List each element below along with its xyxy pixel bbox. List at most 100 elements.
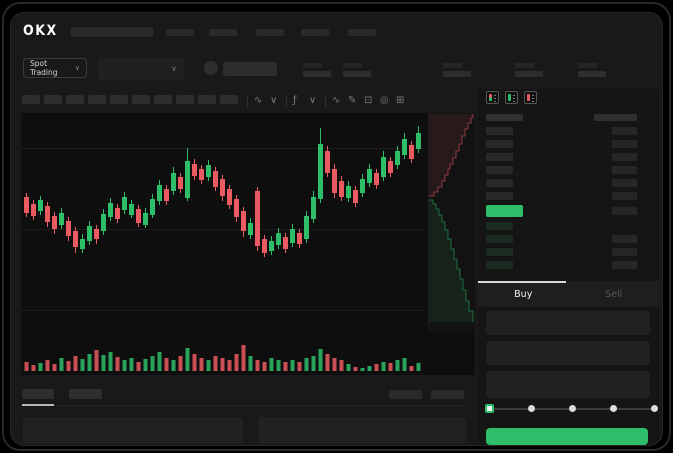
- okx-logo[interactable]: OKX: [23, 23, 58, 39]
- indicators-icon[interactable]: ƒ: [293, 95, 297, 106]
- candle-type-icon[interactable]: ∿: [254, 95, 263, 106]
- bottom-control-placeholder[interactable]: [389, 390, 422, 399]
- candle: [199, 165, 204, 184]
- buy-tab-label: Buy: [514, 288, 533, 300]
- depth-chart[interactable]: [428, 113, 475, 331]
- chart-toolbar: ∿ ∨ ƒ ∨ ∿ ✎ ⊡ ◎ ⊞: [11, 13, 662, 445]
- volume-bar: [416, 363, 421, 371]
- ask-price-bar: [486, 127, 513, 135]
- candle: [374, 169, 379, 189]
- bid-row[interactable]: [478, 248, 659, 257]
- orderbook-asks-icon[interactable]: [524, 91, 537, 104]
- interval-button[interactable]: [154, 95, 172, 104]
- volume-bar: [220, 358, 225, 371]
- nav-item[interactable]: [348, 29, 376, 36]
- ask-price-bar: [486, 192, 513, 200]
- pair-selector-dropdown[interactable]: ∨: [98, 58, 184, 80]
- order-form: [478, 89, 659, 445]
- candle: [269, 236, 274, 255]
- bottom-control-placeholder[interactable]: [431, 390, 464, 399]
- amount-field[interactable]: [486, 341, 650, 365]
- candle-body: [213, 171, 218, 187]
- orderbook-split-icon[interactable]: [486, 91, 499, 104]
- ask-row[interactable]: [478, 166, 659, 175]
- chevron-down-icon[interactable]: ∨: [270, 95, 278, 106]
- candle: [234, 195, 239, 222]
- nav-item[interactable]: [301, 29, 329, 36]
- ask-row[interactable]: [478, 127, 659, 136]
- slider-stop[interactable]: [528, 405, 535, 412]
- chevron-down-icon[interactable]: ∨: [309, 95, 317, 106]
- interval-button[interactable]: [198, 95, 216, 104]
- bottom-content-block[interactable]: [23, 417, 243, 444]
- bid-row[interactable]: [478, 261, 659, 270]
- volume-bar: [234, 354, 239, 371]
- market-type-selector[interactable]: Spot Trading ∨: [23, 58, 87, 78]
- sell-tab[interactable]: Sell: [569, 281, 660, 307]
- nav-item[interactable]: [209, 29, 237, 36]
- buy-tab[interactable]: Buy: [478, 281, 569, 307]
- search-bar-placeholder[interactable]: [71, 27, 153, 37]
- interval-button[interactable]: [66, 95, 84, 104]
- candle-body: [388, 161, 393, 173]
- candle: [346, 181, 351, 202]
- interval-button[interactable]: [176, 95, 194, 104]
- interval-button[interactable]: [88, 95, 106, 104]
- interval-button[interactable]: [220, 95, 238, 104]
- volume-bar: [255, 360, 260, 371]
- volume-bar: [150, 356, 155, 371]
- nav-item[interactable]: [166, 29, 194, 36]
- candle-body: [80, 239, 85, 249]
- slider-stop[interactable]: [610, 405, 617, 412]
- candlestick-chart[interactable]: [21, 113, 426, 331]
- line-tool-icon[interactable]: ∿: [332, 95, 341, 106]
- bid-row[interactable]: [478, 235, 659, 244]
- slider-stop[interactable]: [651, 405, 658, 412]
- price-field[interactable]: [486, 311, 650, 335]
- slider-handle[interactable]: [485, 404, 494, 413]
- settings-icon[interactable]: ◎: [380, 95, 389, 106]
- ask-amount-bar: [612, 179, 637, 187]
- ask-row[interactable]: [478, 192, 659, 201]
- total-field[interactable]: [486, 371, 650, 398]
- ask-row[interactable]: [478, 179, 659, 188]
- draw-tool-icon[interactable]: ✎: [348, 95, 357, 106]
- volume-bar: [164, 358, 169, 371]
- nav-item[interactable]: [256, 29, 284, 36]
- interval-button[interactable]: [132, 95, 150, 104]
- candle: [59, 208, 64, 229]
- candle-body: [178, 177, 183, 189]
- volume-bar: [262, 362, 267, 371]
- volume-bar: [66, 361, 71, 371]
- candle-body: [52, 216, 57, 229]
- volume-chart[interactable]: [21, 338, 426, 371]
- candle-body: [185, 161, 190, 198]
- bottom-content-block[interactable]: [258, 417, 466, 444]
- orderbook-bids-icon[interactable]: [505, 91, 518, 104]
- bid-row[interactable]: [478, 222, 659, 231]
- bottom-tab[interactable]: [22, 389, 54, 399]
- bottom-tab[interactable]: [69, 389, 102, 399]
- order-panel: Buy Sell: [478, 89, 660, 445]
- volume-bar: [227, 360, 232, 371]
- slider-stop[interactable]: [569, 405, 576, 412]
- last-price-badge[interactable]: [486, 205, 523, 217]
- candle-body: [339, 181, 344, 197]
- interval-button[interactable]: [44, 95, 62, 104]
- ask-row[interactable]: [478, 140, 659, 149]
- interval-button[interactable]: [22, 95, 40, 104]
- candle-body: [73, 231, 78, 247]
- trading-app-card: OKX Spot Trading ∨ ∨ ∿ ∨ ƒ ∨ ∿ ✎ ⊡ ◎ ⊞ Buy Sell: [10, 12, 663, 446]
- candle: [24, 193, 29, 217]
- interval-button[interactable]: [110, 95, 128, 104]
- volume-bar: [269, 358, 274, 371]
- volume-bar: [108, 352, 113, 371]
- volume-bar: [276, 360, 281, 371]
- fullscreen-icon[interactable]: ⊞: [396, 95, 405, 106]
- bottom-panel: [11, 13, 662, 445]
- chart-container[interactable]: [21, 113, 475, 375]
- buy-submit-button[interactable]: [486, 428, 648, 445]
- ask-row[interactable]: [478, 153, 659, 162]
- candle-body: [31, 204, 36, 216]
- screenshot-icon[interactable]: ⊡: [364, 95, 373, 106]
